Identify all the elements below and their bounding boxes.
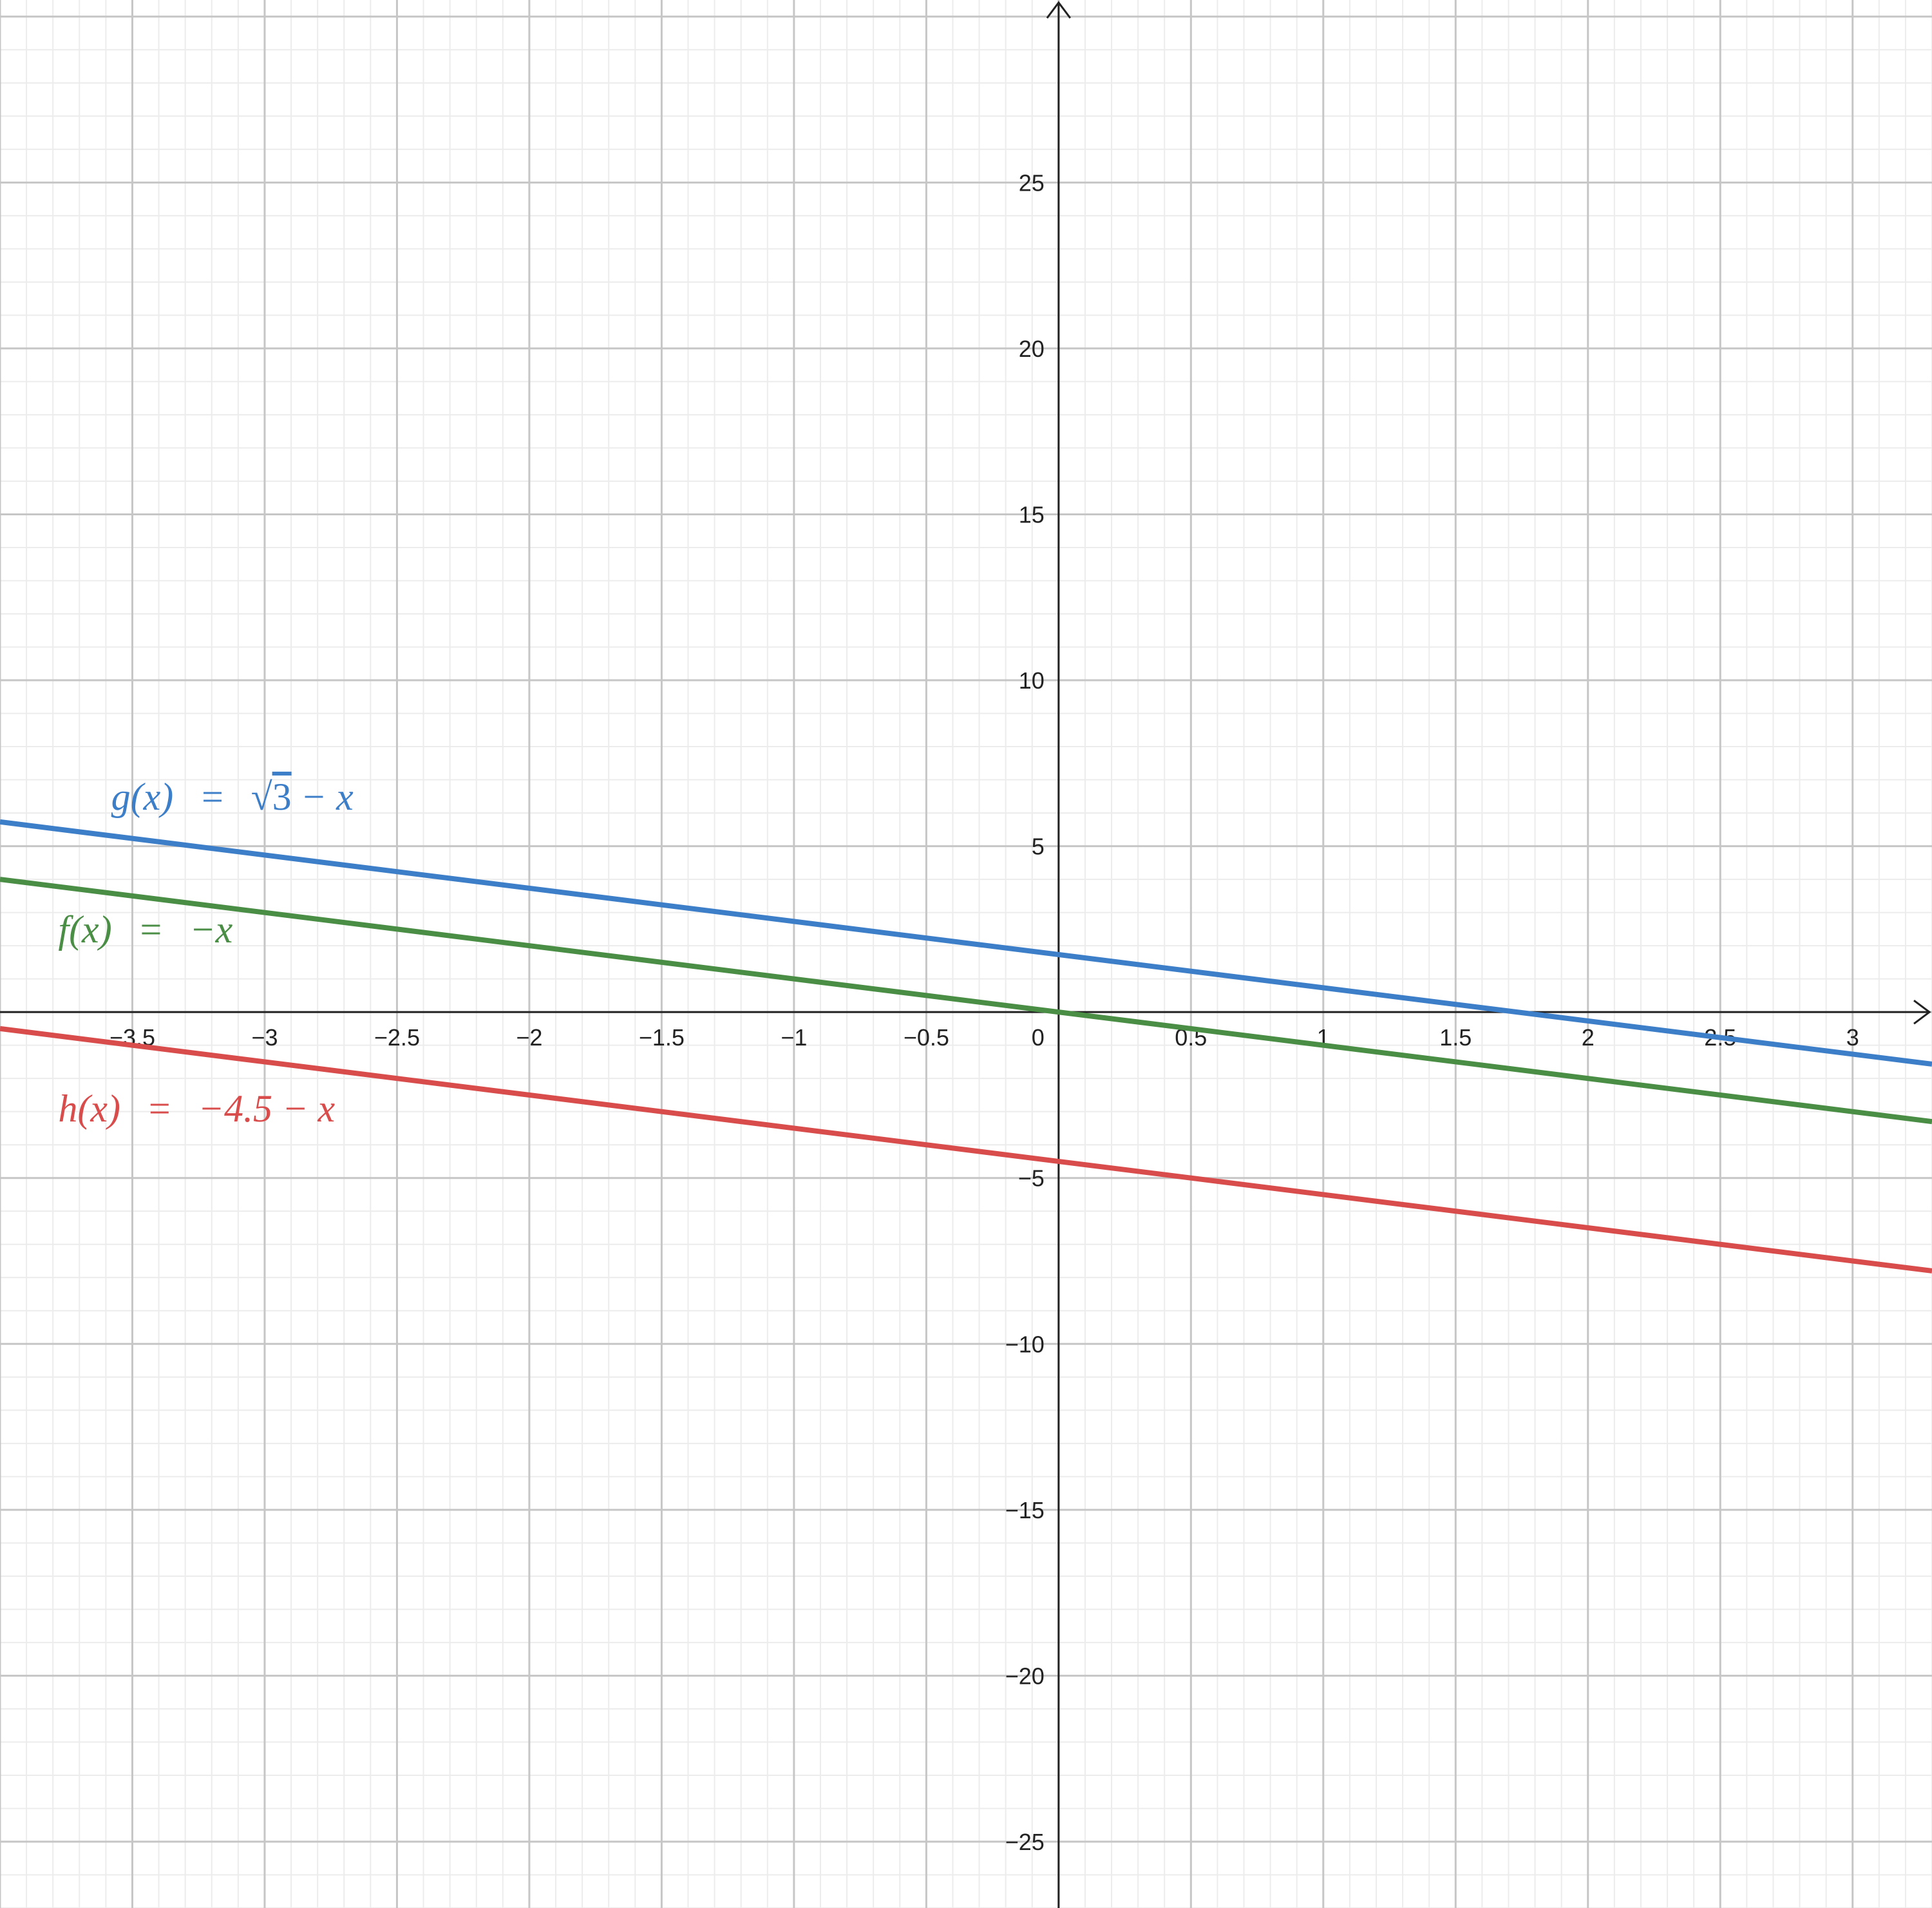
- y-tick-label: −25: [1005, 1829, 1045, 1855]
- curve-f: [0, 877, 1932, 1125]
- y-tick-label: −10: [1005, 1331, 1045, 1357]
- y-tick-label: 5: [1032, 834, 1045, 860]
- y-tick-label: 10: [1019, 667, 1045, 694]
- y-tick-label: 20: [1019, 336, 1045, 362]
- y-tick-label: 25: [1019, 169, 1045, 196]
- function-labels: g(x) = √3− x f(x) = −x h(x) = −4.5 − x: [58, 776, 354, 1130]
- y-tick-label: −5: [1018, 1165, 1045, 1192]
- x-tick-label: −0.5: [904, 1024, 949, 1051]
- curve-h: [0, 1026, 1932, 1274]
- y-tick-label: −15: [1005, 1497, 1045, 1523]
- y-tick-label: −20: [1005, 1663, 1045, 1689]
- x-tick-label: −2: [516, 1024, 542, 1051]
- x-axis-arrow-icon: [1913, 999, 1931, 1025]
- label-h: h(x) = −4.5 − x: [58, 1087, 335, 1130]
- label-g: g(x) = √3− x: [111, 776, 354, 818]
- label-f: f(x) = −x: [58, 908, 232, 951]
- y-tick-label: 15: [1019, 501, 1045, 528]
- x-tick-label: −3: [251, 1024, 278, 1051]
- tick-labels: −3.5 −3 −2.5 −2 −1.5 −1 −0.5 0.5 1 1.5 2 2.5 3252015…: [109, 169, 1859, 1855]
- x-tick-label: −1.5: [639, 1024, 685, 1051]
- x-tick-label: 1.5: [1439, 1024, 1472, 1051]
- x-tick-label: 2: [1582, 1024, 1595, 1051]
- curve-g: [0, 819, 1932, 1067]
- function-curves: [0, 819, 1932, 1274]
- y-axis-arrow-icon: [1046, 1, 1072, 19]
- origin-label: 0: [1032, 1024, 1045, 1051]
- x-tick-label: 3: [1846, 1024, 1859, 1051]
- x-tick-label: −1: [781, 1024, 807, 1051]
- x-tick-label: −2.5: [374, 1024, 420, 1051]
